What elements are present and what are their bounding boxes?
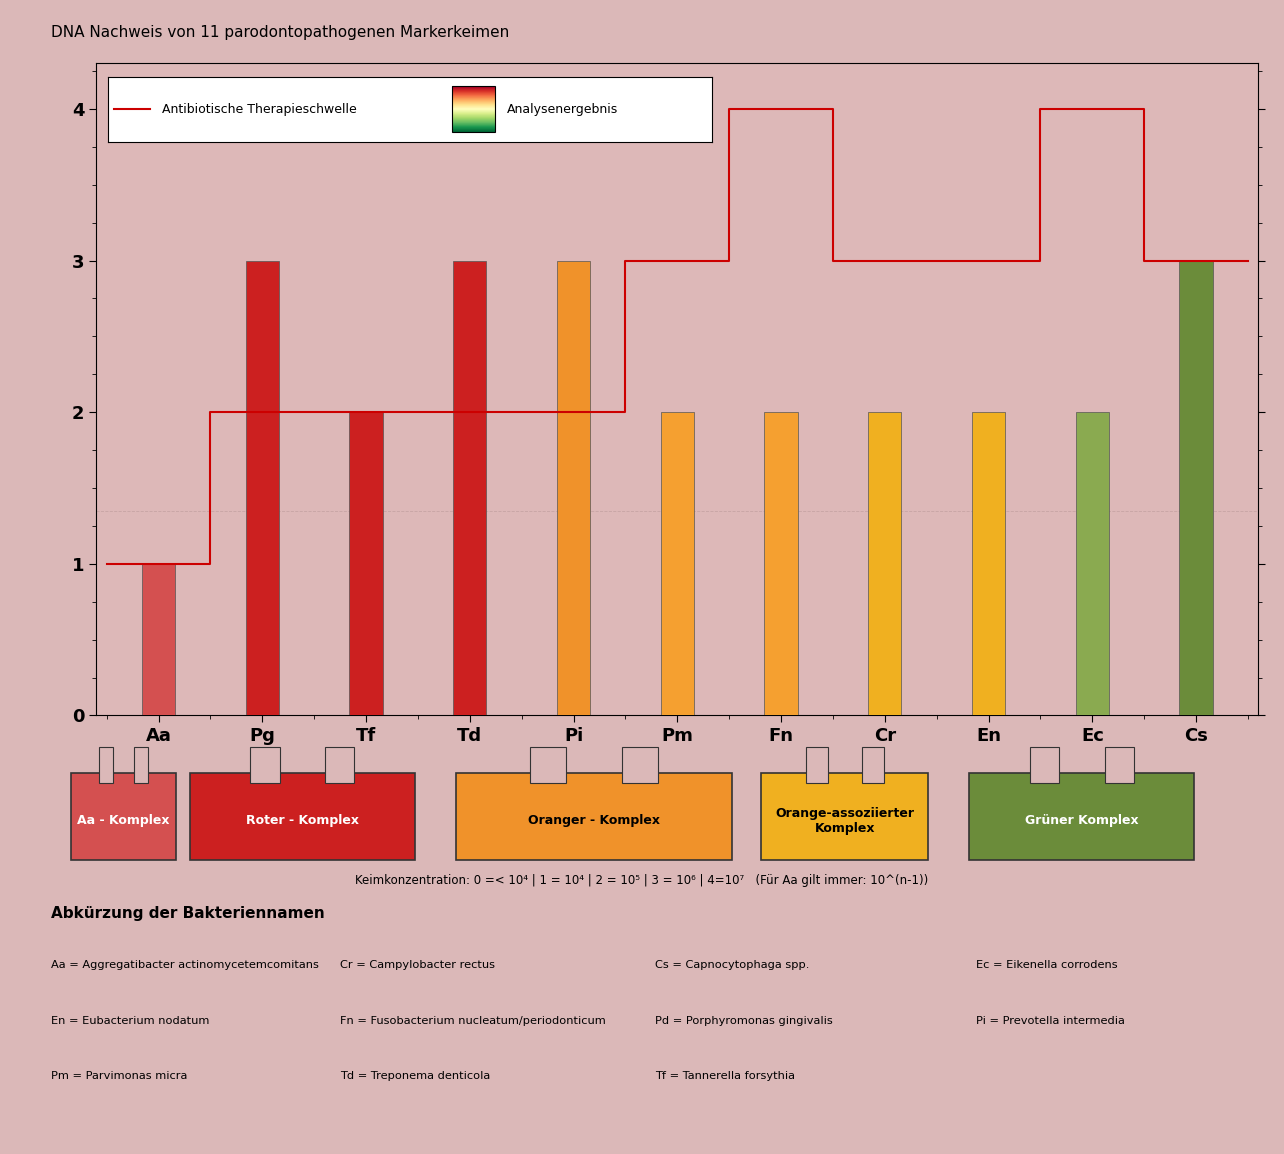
Text: Pi = Prevotella intermedia: Pi = Prevotella intermedia bbox=[976, 1016, 1125, 1026]
Text: Abkürzung der Bakteriennamen: Abkürzung der Bakteriennamen bbox=[51, 906, 325, 921]
Bar bbox=[972, 412, 1005, 715]
Text: Td = Treponema denticola: Td = Treponema denticola bbox=[340, 1071, 490, 1081]
Bar bbox=[143, 564, 175, 715]
Bar bbox=[1076, 412, 1109, 715]
Text: Aa = Aggregatibacter actinomycetemcomitans: Aa = Aggregatibacter actinomycetemcomita… bbox=[51, 960, 320, 971]
Text: Cr = Campylobacter rectus: Cr = Campylobacter rectus bbox=[340, 960, 496, 971]
Text: Keimkonzentration: 0 =< 10⁴ | 1 = 10⁴ | 2 = 10⁵ | 3 = 10⁶ | 4=10⁷   (Für Aa gilt: Keimkonzentration: 0 =< 10⁴ | 1 = 10⁴ | … bbox=[356, 874, 928, 886]
Text: Tf = Tannerella forsythia: Tf = Tannerella forsythia bbox=[655, 1071, 795, 1081]
Text: Orange-assoziierter
Komplex: Orange-assoziierter Komplex bbox=[776, 807, 914, 834]
Text: En = Eubacterium nodatum: En = Eubacterium nodatum bbox=[51, 1016, 209, 1026]
Text: Grüner Komplex: Grüner Komplex bbox=[1025, 815, 1139, 827]
Text: Fn = Fusobacterium nucleatum/periodonticum: Fn = Fusobacterium nucleatum/periodontic… bbox=[340, 1016, 606, 1026]
Bar bbox=[453, 261, 487, 715]
Bar bbox=[764, 412, 797, 715]
Bar bbox=[557, 261, 591, 715]
Text: Cs = Capnocytophaga spp.: Cs = Capnocytophaga spp. bbox=[655, 960, 809, 971]
Text: Pd = Porphyromonas gingivalis: Pd = Porphyromonas gingivalis bbox=[655, 1016, 832, 1026]
Text: Aa - Komplex: Aa - Komplex bbox=[77, 815, 169, 827]
Bar bbox=[245, 261, 279, 715]
Text: Oranger - Komplex: Oranger - Komplex bbox=[528, 815, 660, 827]
Bar bbox=[868, 412, 901, 715]
Text: DNA Nachweis von 11 parodontopathogenen Markerkeimen: DNA Nachweis von 11 parodontopathogenen … bbox=[51, 25, 510, 40]
Text: Pm = Parvimonas micra: Pm = Parvimonas micra bbox=[51, 1071, 187, 1081]
Bar bbox=[661, 412, 693, 715]
Text: Roter - Komplex: Roter - Komplex bbox=[245, 815, 360, 827]
Text: Ec = Eikenella corrodens: Ec = Eikenella corrodens bbox=[976, 960, 1117, 971]
Bar bbox=[1180, 261, 1212, 715]
Bar bbox=[349, 412, 383, 715]
